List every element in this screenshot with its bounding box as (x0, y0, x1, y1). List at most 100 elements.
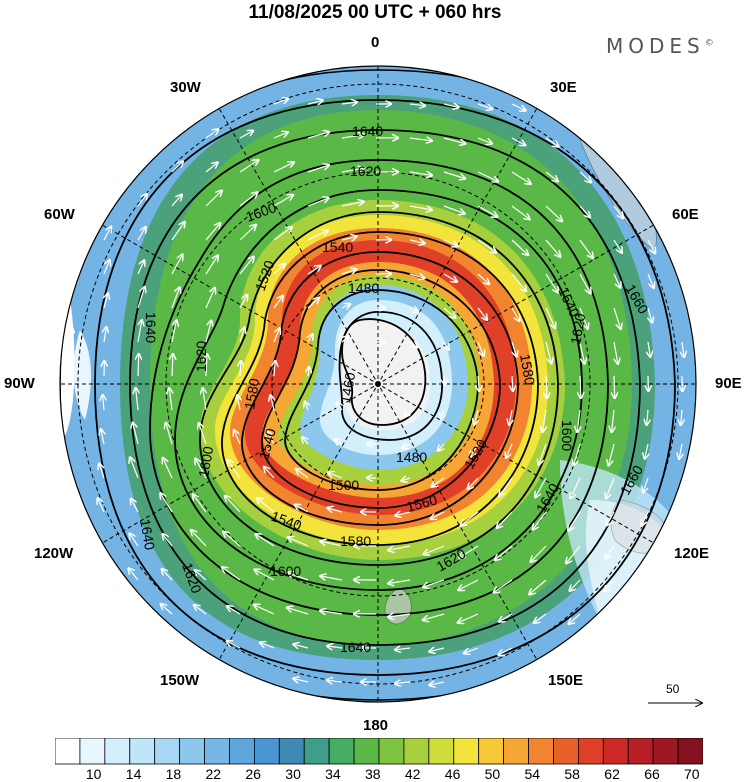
wind-arrow (163, 534, 173, 547)
wind-arrow (138, 354, 139, 377)
wind-arrow (477, 205, 497, 217)
wind-arrow (227, 606, 241, 615)
wind-arrow (169, 388, 172, 411)
wind-arrow (99, 464, 105, 479)
colorbar-label: 54 (524, 766, 541, 782)
wind-arrow (69, 395, 70, 411)
wind-arrow (579, 239, 593, 258)
wind-arrow (206, 354, 207, 377)
reference-vector: 50 (646, 680, 706, 716)
colorbar-label: 34 (325, 766, 341, 782)
wind-arrow (205, 256, 218, 275)
wind-arrow (254, 605, 275, 615)
wind-arrow (103, 260, 110, 275)
wind-arrow (334, 439, 343, 444)
colorbar-swatch (179, 738, 205, 765)
wind-arrow (402, 478, 411, 481)
contour-label: 1620 (193, 341, 209, 372)
wind-arrow (273, 162, 294, 173)
wind-arrow (679, 443, 682, 459)
wind-arrow (395, 648, 411, 650)
wind-arrow (443, 171, 465, 179)
wind-arrow (239, 225, 256, 241)
wind-arrow (161, 604, 173, 615)
wind-arrow (511, 307, 519, 321)
wind-arrow (432, 477, 445, 487)
contour-label: 1580 (241, 377, 262, 411)
map-title: 11/08/2025 00 UTC + 060 hrs (248, 2, 502, 23)
wind-arrow (195, 459, 207, 479)
wind-arrow (511, 137, 525, 145)
colorbar-label: 38 (365, 766, 381, 782)
height-contours (60, 69, 696, 701)
colorbar-label: 22 (205, 766, 222, 782)
wind-arrow (171, 195, 182, 207)
wind-arrow (612, 409, 614, 432)
wind-arrow (613, 205, 623, 218)
wind-arrow (239, 193, 257, 207)
modes-logo: MODES© (606, 34, 714, 58)
wind-vectors (69, 99, 684, 685)
wind-arrow (239, 131, 253, 139)
wind-arrow (101, 429, 104, 445)
wind-arrow (438, 443, 444, 451)
colorbar-swatch (328, 738, 355, 765)
wind-arrow (443, 307, 455, 318)
wind-arrow (607, 511, 615, 525)
wind-arrow (579, 273, 591, 293)
wind-arrow (307, 198, 329, 207)
wind-arrow (302, 437, 308, 445)
wind-arrow (423, 613, 445, 620)
wind-arrow (267, 431, 275, 445)
wind-arrow (642, 511, 649, 526)
wind-arrow (227, 641, 241, 649)
colorbar-swatch (79, 738, 106, 765)
wind-arrow (256, 534, 275, 547)
wind-arrow (287, 573, 309, 581)
wind-arrow (294, 644, 309, 648)
wind-arrow (288, 537, 309, 547)
wind-arrow (166, 423, 173, 445)
wind-arrow (571, 477, 581, 498)
wind-arrow (171, 287, 180, 309)
contour-label: 1640 (143, 312, 159, 343)
wind-arrow (682, 341, 684, 357)
wind-arrow (205, 288, 215, 309)
wind-arrow (614, 375, 615, 398)
contour-label: 1600 (195, 445, 216, 479)
wind-arrow (295, 505, 309, 513)
colorbar-swatch (253, 738, 280, 765)
wind-arrow (341, 336, 349, 342)
wind-arrow (477, 137, 492, 144)
wind-arrow (568, 511, 581, 531)
colorbar-swatch (229, 738, 255, 765)
wind-arrow (423, 579, 445, 587)
wind-arrow (70, 327, 72, 343)
wind-arrow (545, 273, 558, 292)
map-border (59, 65, 697, 703)
wind-arrow (495, 545, 513, 560)
colorbar-swatch (478, 738, 505, 765)
wind-arrow (130, 458, 139, 479)
colorbar-label: 70 (684, 766, 700, 782)
wind-arrow (341, 168, 364, 172)
wind-arrow (609, 443, 615, 465)
wind-arrow (468, 477, 479, 489)
wind-arrow (327, 680, 343, 682)
wind-arrow (511, 171, 531, 184)
contour-label: 1640 (352, 123, 383, 139)
wind-arrow (341, 102, 357, 104)
wind-arrow (222, 567, 241, 581)
wind-arrow (341, 202, 364, 207)
wind-arrow (225, 496, 241, 513)
wind-arrow (470, 443, 479, 457)
wind-arrow (223, 532, 241, 547)
wind-arrow (443, 239, 458, 246)
wind-arrow (579, 171, 591, 182)
wind-arrow (307, 100, 323, 104)
wind-arrow (477, 307, 487, 320)
wind-arrow (409, 342, 417, 348)
wind-arrow (308, 367, 309, 377)
colorbar-swatch (353, 738, 380, 765)
wind-arrow (104, 327, 106, 343)
